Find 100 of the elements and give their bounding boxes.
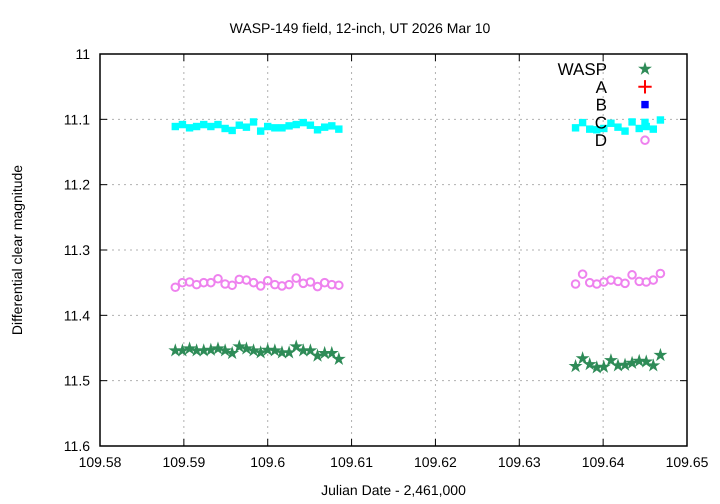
point bbox=[232, 339, 246, 353]
point bbox=[306, 122, 314, 129]
point bbox=[306, 277, 316, 287]
point bbox=[576, 351, 590, 364]
point bbox=[291, 273, 302, 283]
point bbox=[298, 278, 308, 288]
x-tick-label: 109.62 bbox=[414, 454, 458, 470]
point bbox=[213, 274, 223, 284]
y-tick-label: 11.3 bbox=[64, 242, 90, 258]
point bbox=[572, 124, 580, 132]
point bbox=[650, 125, 657, 133]
x-tick-label: 109.64 bbox=[582, 454, 625, 470]
point bbox=[656, 268, 666, 278]
point bbox=[586, 125, 594, 133]
point bbox=[592, 279, 602, 289]
x-axis-title: Julian Date - 2,461,000 bbox=[321, 482, 466, 498]
legend-label: B bbox=[596, 96, 607, 115]
point bbox=[262, 276, 272, 286]
x-tick-label: 109.65 bbox=[666, 454, 709, 470]
point bbox=[641, 277, 652, 287]
point bbox=[270, 280, 280, 290]
point bbox=[312, 282, 322, 292]
point bbox=[228, 126, 236, 134]
y-axis-title: Differential clear magnitude bbox=[9, 164, 25, 336]
point bbox=[653, 348, 668, 362]
point bbox=[656, 116, 664, 124]
point bbox=[236, 122, 243, 129]
point bbox=[582, 357, 597, 370]
point bbox=[568, 358, 583, 372]
y-tick-label: 11.6 bbox=[64, 438, 90, 454]
point bbox=[192, 280, 202, 290]
point bbox=[621, 127, 629, 135]
point bbox=[634, 276, 644, 286]
point bbox=[599, 277, 609, 287]
point bbox=[277, 281, 287, 291]
point bbox=[207, 122, 215, 130]
point bbox=[613, 276, 623, 286]
point bbox=[170, 282, 180, 292]
point bbox=[314, 126, 322, 134]
point bbox=[335, 125, 343, 133]
point bbox=[334, 280, 344, 290]
x-tick-label: 109.59 bbox=[162, 454, 206, 470]
point bbox=[578, 118, 586, 126]
point bbox=[614, 123, 622, 131]
point bbox=[256, 281, 266, 291]
point bbox=[328, 122, 336, 130]
point bbox=[260, 342, 275, 356]
point bbox=[300, 118, 307, 126]
x-tick-label: 109.6 bbox=[250, 454, 286, 470]
point bbox=[172, 122, 180, 130]
chart-title: WASP-149 field, 12-inch, UT 2026 Mar 10 bbox=[230, 20, 491, 36]
point bbox=[178, 120, 186, 128]
point bbox=[186, 124, 194, 132]
x-tick-label: 109.58 bbox=[78, 454, 122, 470]
y-tick-label: 11.5 bbox=[64, 372, 90, 389]
point bbox=[332, 352, 346, 366]
point bbox=[221, 124, 229, 132]
point bbox=[211, 341, 225, 355]
y-tick-label: 11.2 bbox=[64, 176, 90, 193]
point bbox=[596, 360, 611, 373]
point bbox=[214, 120, 222, 128]
point bbox=[628, 118, 636, 126]
point bbox=[604, 353, 618, 366]
point bbox=[578, 269, 588, 279]
x-tick-label: 109.61 bbox=[330, 454, 374, 470]
point bbox=[289, 339, 304, 353]
legend-label: D bbox=[594, 131, 607, 150]
legend-label: WASP bbox=[558, 60, 607, 79]
y-tick-label: 11.4 bbox=[64, 307, 90, 324]
point bbox=[292, 120, 300, 128]
point bbox=[220, 279, 230, 289]
point bbox=[192, 122, 200, 130]
point bbox=[256, 127, 264, 135]
y-tick-label: 11.1 bbox=[64, 111, 90, 128]
point bbox=[607, 120, 615, 127]
point bbox=[584, 278, 595, 288]
point bbox=[648, 275, 658, 285]
point bbox=[178, 278, 188, 288]
point bbox=[198, 278, 209, 288]
point bbox=[326, 280, 337, 290]
point bbox=[320, 278, 330, 288]
point bbox=[320, 123, 328, 131]
point bbox=[248, 278, 258, 288]
point bbox=[227, 280, 237, 290]
point bbox=[234, 274, 244, 284]
point bbox=[271, 124, 279, 132]
point bbox=[200, 120, 208, 128]
point bbox=[282, 345, 296, 358]
point bbox=[242, 123, 250, 131]
point bbox=[242, 275, 252, 285]
y-tick-label: 11 bbox=[75, 46, 90, 62]
point bbox=[284, 280, 294, 290]
point bbox=[285, 122, 293, 130]
legend-label: A bbox=[596, 78, 608, 97]
point bbox=[264, 122, 272, 130]
point bbox=[184, 277, 194, 287]
point bbox=[206, 278, 216, 288]
point bbox=[182, 341, 197, 355]
point bbox=[570, 279, 580, 289]
point bbox=[627, 270, 637, 280]
